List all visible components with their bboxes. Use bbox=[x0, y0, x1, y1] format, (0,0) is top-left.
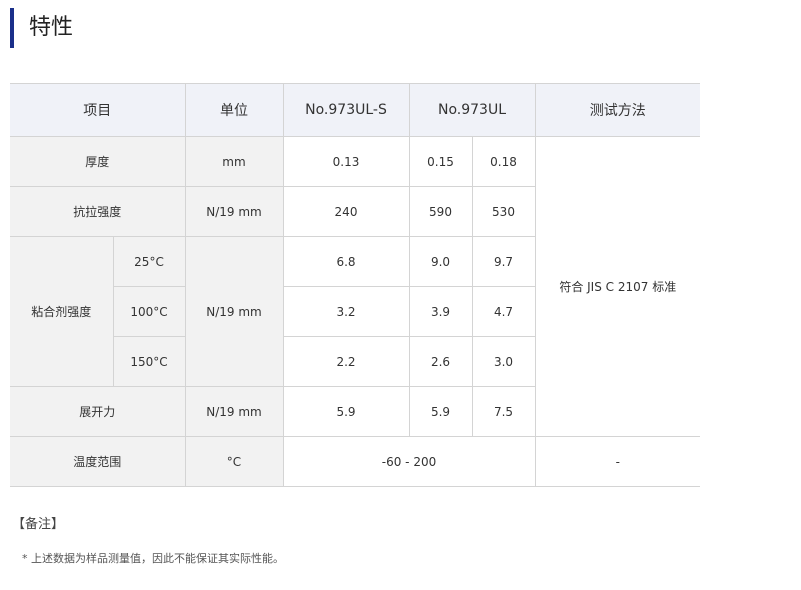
table-row: 厚度 mm 0.13 0.15 0.18 符合 JIS C 2107 标准 bbox=[10, 136, 701, 437]
cell: 3.2 bbox=[282, 286, 410, 337]
cell: - bbox=[534, 436, 701, 487]
cell: 3.9 bbox=[408, 286, 473, 337]
header-unit: 单位 bbox=[184, 83, 284, 137]
row-label: 抗拉强度 bbox=[10, 186, 186, 237]
header-method: 测试方法 bbox=[534, 83, 701, 137]
cell: 5.9 bbox=[408, 386, 473, 437]
table-row: 150°C 2.2 2.6 3.0 bbox=[10, 336, 700, 387]
row-label: 展开力 bbox=[10, 386, 186, 437]
row-unit: N/19 mm bbox=[184, 236, 284, 387]
row-unit: mm bbox=[184, 136, 284, 187]
cell: 7.5 bbox=[471, 386, 536, 437]
cell: 240 bbox=[282, 186, 410, 237]
section-title: 特性 bbox=[10, 8, 73, 48]
cell: 5.9 bbox=[282, 386, 410, 437]
header-item: 项目 bbox=[10, 83, 186, 137]
cell: 3.0 bbox=[471, 336, 536, 387]
row-unit: N/19 mm bbox=[184, 186, 284, 237]
cell: 590 bbox=[408, 186, 473, 237]
row-label: 粘合剂强度 bbox=[10, 236, 114, 387]
notes-title: 【备注】 bbox=[12, 517, 65, 532]
cell: -60 - 200 bbox=[282, 436, 536, 487]
table-header-row: 项目 单位 No.973UL-S No.973UL 测试方法 bbox=[10, 83, 701, 137]
table-row: 温度范围 °C -60 - 200 - bbox=[10, 436, 701, 487]
row-unit: N/19 mm bbox=[184, 386, 284, 437]
header-973ul: No.973UL bbox=[408, 83, 536, 137]
row-label: 温度范围 bbox=[10, 436, 186, 487]
row-unit: °C bbox=[184, 436, 284, 487]
cell: 9.7 bbox=[471, 236, 536, 287]
cell: 0.15 bbox=[408, 136, 473, 187]
header-973ul-s: No.973UL-S bbox=[282, 83, 410, 137]
cell: 0.13 bbox=[282, 136, 410, 187]
cell: 2.2 bbox=[282, 336, 410, 387]
cell: 9.0 bbox=[408, 236, 473, 287]
cell: 6.8 bbox=[282, 236, 410, 287]
temp-label: 100°C bbox=[113, 286, 186, 337]
notes-text: * 上述数据为样品测量值，因此不能保证其实际性能。 bbox=[22, 552, 284, 565]
temp-label: 25°C bbox=[112, 236, 186, 287]
table-row: 展开力 N/19 mm 5.9 5.9 7.5 bbox=[10, 386, 700, 437]
cell: 0.18 bbox=[471, 136, 536, 187]
cell: 530 bbox=[471, 186, 536, 237]
temp-label: 150°C bbox=[113, 336, 186, 387]
row-label: 厚度 bbox=[10, 136, 186, 187]
cell: 2.6 bbox=[408, 336, 473, 387]
properties-table: 项目 单位 No.973UL-S No.973UL 测试方法 厚度 mm 0.1… bbox=[10, 83, 701, 487]
cell: 4.7 bbox=[471, 286, 536, 337]
method-cell: 符合 JIS C 2107 标准 bbox=[534, 136, 701, 437]
